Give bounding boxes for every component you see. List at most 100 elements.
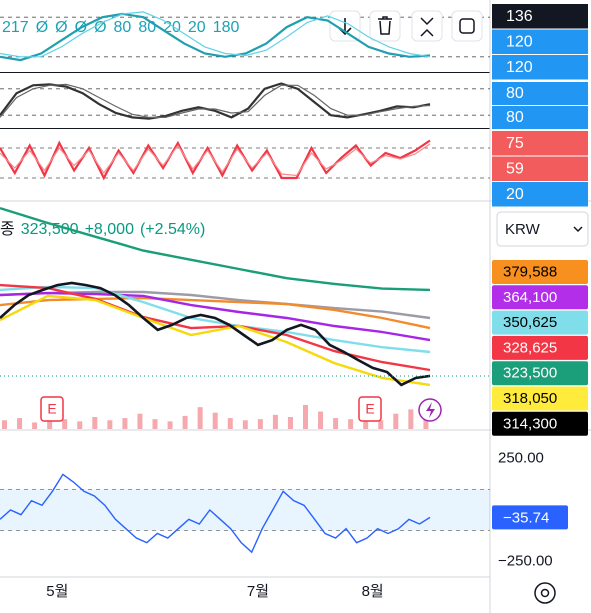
scale-label: 120 — [506, 33, 533, 50]
y-tick-label: 250.00 — [498, 449, 544, 466]
volume-bar — [122, 418, 128, 429]
moving-average — [0, 283, 431, 372]
indicator-value: Ø — [94, 19, 106, 36]
price-label-box — [492, 310, 588, 335]
earnings-label: E — [365, 401, 374, 417]
indicator-line — [0, 12, 431, 62]
volume-bar — [408, 409, 414, 429]
volume-bar — [152, 419, 158, 429]
volume-bar — [137, 413, 143, 429]
price-label-box — [492, 260, 588, 284]
volume-bar — [17, 418, 23, 429]
price-header: 종 — [0, 221, 15, 238]
price-header: (+2.54%) — [140, 221, 205, 238]
moving-average — [0, 285, 431, 354]
moving-average — [0, 296, 431, 330]
moving-average — [0, 294, 431, 387]
scale-label: 20 — [506, 186, 524, 203]
time-label: 7월 — [247, 583, 269, 600]
volume-bar — [92, 417, 98, 429]
band — [0, 489, 490, 531]
earnings-marker — [358, 396, 382, 422]
indicator-value: 20 — [188, 19, 206, 36]
dividend-icon — [426, 402, 435, 418]
volume-bar — [423, 418, 429, 429]
volume-bar — [2, 420, 7, 429]
moving-average — [0, 206, 431, 292]
price-label: 379,588 — [503, 263, 557, 280]
current-value-box — [492, 505, 568, 530]
scale-label-box — [492, 29, 588, 54]
indicator-value: 217 — [2, 19, 29, 36]
price-label-box — [492, 285, 588, 310]
price-label: 328,625 — [503, 339, 557, 356]
volume-bar — [182, 415, 188, 429]
collapse-icon — [420, 17, 434, 37]
scale-label-box — [492, 131, 588, 156]
settings-icon — [540, 588, 550, 598]
indicator-value: 80 — [114, 19, 132, 36]
maximize-icon — [459, 18, 475, 34]
indicator-line — [0, 83, 431, 118]
scale-label: 80 — [506, 85, 524, 102]
price-label-box — [492, 361, 588, 386]
scale-label: 80 — [506, 109, 524, 126]
currency-dropdown[interactable] — [496, 211, 589, 247]
time-label: 5월 — [46, 583, 68, 600]
price-label: 314,300 — [503, 415, 557, 432]
volume-bar — [318, 411, 324, 429]
volume-bar — [287, 417, 293, 429]
oscillator-line — [0, 473, 431, 554]
price-label-box — [492, 335, 588, 360]
volume-bar — [303, 405, 308, 429]
volume-bar — [227, 418, 233, 429]
volume-bar — [77, 421, 83, 429]
indicator-line — [0, 11, 431, 58]
dropdown-arrow — [573, 226, 583, 233]
maximize-button[interactable] — [451, 10, 483, 42]
indicator-line — [0, 143, 431, 177]
indicator-value: Ø — [55, 19, 67, 36]
volume-bar — [47, 415, 53, 429]
collapse-button[interactable] — [411, 10, 443, 42]
y-tick-label: −250.00 — [498, 552, 553, 569]
volume-bar — [257, 419, 263, 429]
price-label: 350,625 — [503, 314, 557, 331]
currency: KRW — [505, 221, 541, 238]
scale-label: 59 — [506, 160, 524, 177]
indicator-value: Ø — [36, 19, 48, 36]
indicator-value: 180 — [213, 19, 240, 36]
price-header: +8,000 — [85, 221, 134, 238]
volume-bar — [242, 420, 248, 429]
price-line — [0, 281, 431, 387]
settings-button[interactable] — [534, 582, 556, 604]
price-header: 323,500 — [21, 221, 79, 238]
scale-label-box — [492, 82, 588, 105]
scale-label: 136 — [506, 8, 533, 25]
scale-label: 120 — [506, 59, 533, 76]
scale-label-box — [492, 182, 588, 207]
volume-bar — [393, 413, 399, 429]
earnings-marker — [40, 396, 64, 422]
scale-label-box — [492, 106, 588, 129]
time-label: 8월 — [362, 583, 384, 600]
volume-bar — [197, 407, 203, 429]
indicator-value: 80 — [138, 19, 156, 36]
scale-label: 75 — [506, 135, 524, 152]
volume-bar — [32, 422, 38, 429]
current-value-label: −35.74 — [503, 509, 549, 526]
earnings-label: E — [47, 401, 56, 417]
scale-label-box — [492, 55, 588, 80]
volume-bar — [333, 418, 339, 429]
scale-label-box — [492, 156, 588, 181]
scale-label-box — [492, 4, 588, 29]
volume-bar — [363, 415, 369, 429]
volume-bar — [378, 420, 384, 429]
delete-button[interactable] — [369, 10, 401, 42]
price-label: 323,500 — [503, 365, 557, 382]
volume-bar — [167, 421, 173, 429]
volume-bar — [212, 412, 218, 429]
price-label: 318,050 — [503, 390, 557, 407]
volume-bar — [62, 419, 68, 429]
